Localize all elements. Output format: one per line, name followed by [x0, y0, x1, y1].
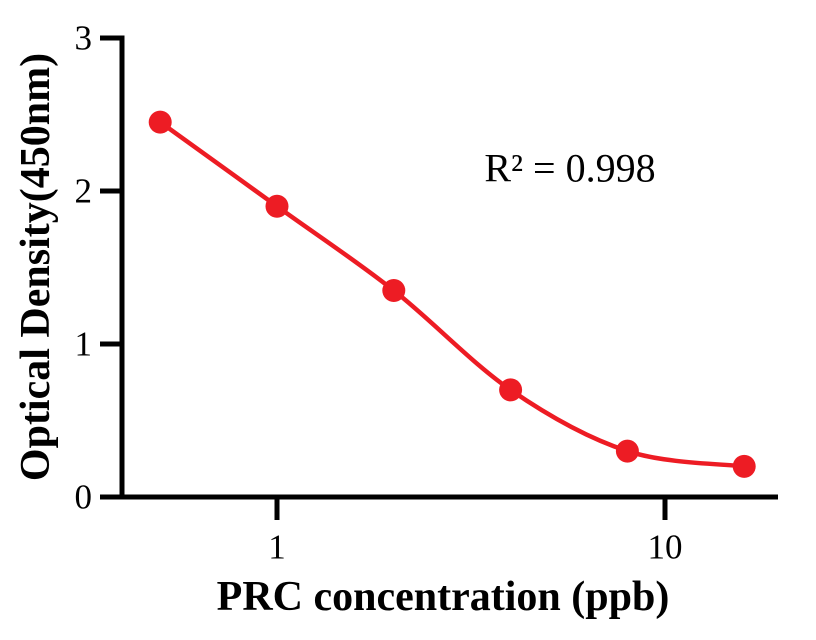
y-axis-title: Optical Density(450nm) — [13, 53, 59, 481]
tick-label-layer: 0 1 2 3 1 10 — [75, 19, 683, 567]
data-point — [732, 454, 756, 478]
x-tick-label: 1 — [268, 528, 286, 567]
fit-curve — [157, 119, 747, 469]
x-axis-title: PRC concentration (ppb) — [217, 574, 670, 620]
data-point — [382, 279, 406, 302]
data-point — [499, 378, 523, 402]
data-point — [148, 110, 172, 134]
r-squared-annotation: R² = 0.998 — [484, 146, 655, 191]
data-point — [615, 439, 639, 463]
y-tick-label: 1 — [75, 325, 93, 364]
axes-layer — [100, 35, 778, 520]
data-point — [265, 194, 289, 218]
y-tick-label: 3 — [75, 19, 93, 58]
y-axis-line — [100, 35, 125, 497]
y-tick-label: 2 — [75, 172, 93, 211]
x-tick-label: 10 — [648, 528, 683, 567]
series-layer — [148, 110, 756, 478]
y-tick-label: 0 — [75, 478, 93, 517]
